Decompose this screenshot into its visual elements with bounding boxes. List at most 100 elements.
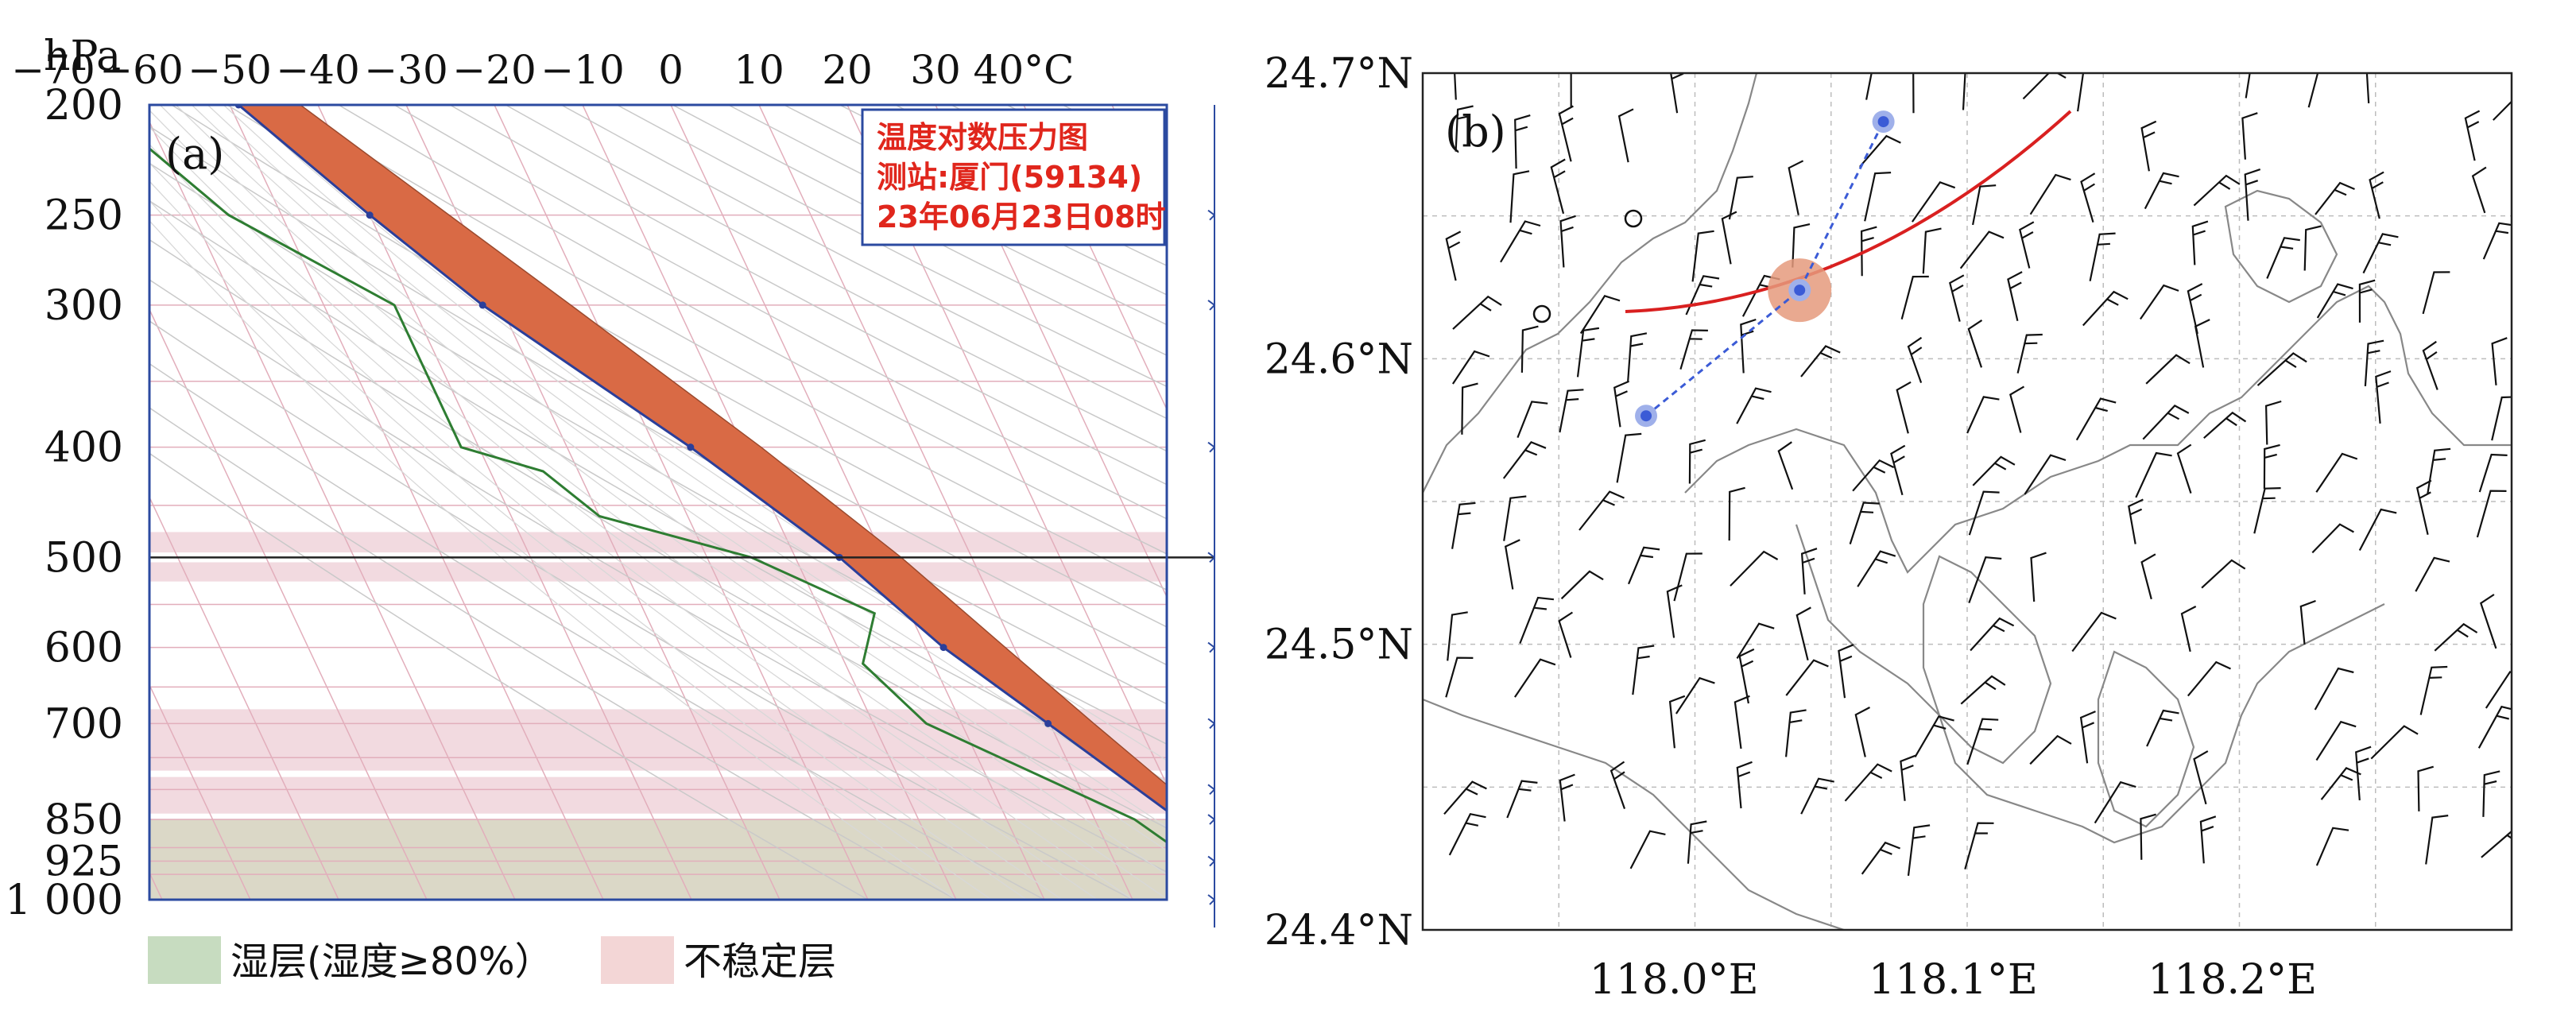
wind-barb xyxy=(1800,548,1818,594)
wind-barb xyxy=(1968,556,2002,603)
wind-barb xyxy=(1733,695,1750,749)
dry-adiabat xyxy=(449,105,1167,486)
wind-barb xyxy=(1559,215,1576,268)
latitude-tick-label: 24.5°N xyxy=(1265,622,1413,669)
wind-barb-icon xyxy=(1207,718,1215,730)
wind-barb xyxy=(1627,332,1648,381)
wind-barb xyxy=(1865,73,1873,100)
wind-barb xyxy=(1964,822,1994,869)
wind-barb xyxy=(1570,73,1572,107)
moist-adiabat xyxy=(149,219,957,900)
wind-barb xyxy=(1451,502,1476,549)
wind-barb-icon xyxy=(1207,784,1215,796)
longitude-tick-label: 118.1°E xyxy=(1869,956,2038,1004)
temperature-tick-label: −70 xyxy=(11,47,95,93)
wind-barb xyxy=(1452,295,1502,330)
wind-barb xyxy=(1966,718,1999,765)
wind-barb xyxy=(2007,271,2023,322)
wind-barb xyxy=(1455,105,1474,152)
wind-barb xyxy=(1912,180,1956,223)
wind-barb xyxy=(2493,100,2512,121)
wind-barb xyxy=(1907,336,1923,383)
wind-barb xyxy=(2140,813,2156,860)
dry-adiabat xyxy=(616,105,1167,388)
wind-barb xyxy=(2425,815,2449,865)
wind-barb xyxy=(1632,645,1655,695)
isotherm-line xyxy=(149,120,516,900)
wind-barb xyxy=(1959,230,2005,269)
wind-barb xyxy=(2029,734,2072,765)
wind-barb xyxy=(2089,232,2116,281)
wind-barb xyxy=(2316,283,2353,319)
dry-adiabat xyxy=(393,105,1167,520)
pressure-tick-label: 300 xyxy=(45,282,123,330)
wind-barb xyxy=(1854,707,1871,757)
wind-barb xyxy=(1864,172,1892,222)
dry-adiabat xyxy=(560,105,1167,420)
wind-barb xyxy=(2303,225,2322,271)
wind-barb xyxy=(2193,174,2241,207)
wind-barb xyxy=(1509,170,1530,223)
wind-barb xyxy=(2022,73,2067,100)
wind-barb xyxy=(1859,134,1901,168)
wind-barb xyxy=(2075,397,2117,441)
wind-barb xyxy=(2315,827,2349,866)
temperature-point xyxy=(939,644,947,652)
wind-barb xyxy=(2266,237,2300,279)
unstable-layer xyxy=(149,562,1167,582)
pressure-tick-label: 700 xyxy=(45,700,123,748)
wind-barb xyxy=(1559,389,1584,433)
wind-barb xyxy=(2016,333,2043,374)
wind-barb xyxy=(2370,725,2419,760)
wind-barb xyxy=(2140,120,2157,172)
skewt-panel: hPa 200 250 300 400 500 600 700 850 925 1 000 −70 −6… xyxy=(0,0,1240,1034)
wind-barb xyxy=(1454,73,1457,100)
wind-barb xyxy=(1616,432,1642,483)
wind-barb xyxy=(1610,761,1626,809)
wind-barb xyxy=(1560,570,1604,600)
wind-barb xyxy=(2256,352,2307,386)
wind-barb xyxy=(2140,553,2156,600)
wind-barb xyxy=(2263,443,2280,490)
wind-barb xyxy=(1685,275,1720,316)
moist-adiabat xyxy=(191,105,1167,828)
coastline-path xyxy=(2224,189,2338,304)
plot-border xyxy=(148,103,1168,901)
wind-barb xyxy=(2009,385,2025,433)
track-point xyxy=(1641,410,1652,422)
wind-barb xyxy=(1617,108,1634,163)
wind-barb xyxy=(1792,223,1811,268)
wind-barb xyxy=(2464,110,2481,161)
wind-barb xyxy=(1558,611,1573,658)
wind-barb xyxy=(2307,73,2319,108)
wind-barb xyxy=(1912,73,1916,114)
wind-barb xyxy=(2315,181,2355,215)
isotherm-line xyxy=(670,105,1045,900)
wind-barb xyxy=(1860,226,1877,277)
pressure-tick-label: 250 xyxy=(45,192,123,240)
wind-barb xyxy=(1795,606,1811,660)
calm-wind-circle xyxy=(1624,209,1643,228)
unstable-layer xyxy=(149,709,1167,771)
wind-barb xyxy=(2314,667,2354,711)
latitude-tick-label: 24.6°N xyxy=(1265,335,1413,383)
wind-barb xyxy=(2241,112,2258,160)
wind-barb xyxy=(1550,158,1566,215)
wind-barb-icon xyxy=(1207,441,1215,453)
wind-barb xyxy=(2362,233,2399,274)
moist-adiabat xyxy=(149,199,992,900)
wind-barb xyxy=(1687,820,1707,864)
temperature-tick-label: 0 xyxy=(658,47,684,93)
wind-barb xyxy=(2427,447,2451,495)
wind-barb xyxy=(1517,401,1548,439)
wind-barb xyxy=(1962,73,1966,110)
wind-barb xyxy=(1504,539,1520,590)
wind-barb xyxy=(2082,290,2129,327)
wind-barb xyxy=(2422,271,2450,315)
wind-barb xyxy=(2485,671,2512,709)
wind-barb-icon xyxy=(1207,855,1215,867)
wind-barb xyxy=(1736,387,1772,424)
dry-adiabat xyxy=(338,105,1167,555)
panel-label-b: (b) xyxy=(1445,106,1506,157)
dry-adiabat xyxy=(149,407,957,900)
